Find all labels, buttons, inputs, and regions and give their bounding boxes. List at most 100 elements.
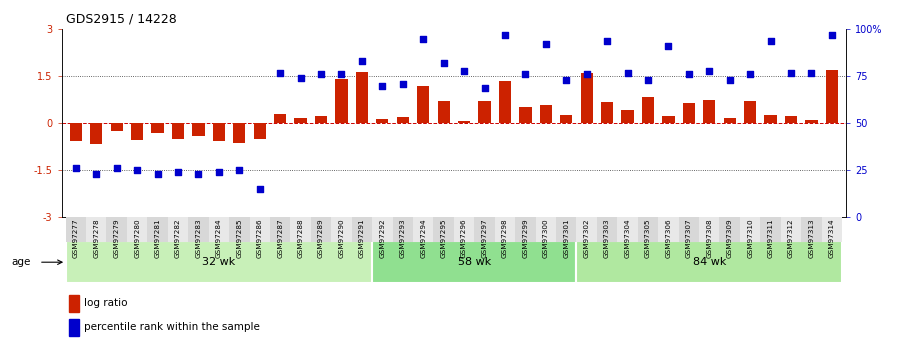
Point — [620, 70, 634, 75]
Bar — [86, 217, 107, 241]
Bar — [148, 217, 167, 241]
Bar — [658, 217, 679, 241]
Bar — [250, 217, 270, 241]
Text: GSM97295: GSM97295 — [441, 219, 447, 258]
Point — [212, 169, 226, 175]
Point — [662, 43, 676, 49]
Bar — [253, 123, 266, 139]
Bar — [499, 81, 511, 123]
Bar — [642, 97, 654, 123]
Bar — [393, 217, 413, 241]
Bar — [270, 217, 291, 241]
Point — [191, 171, 205, 177]
Bar — [315, 117, 328, 123]
Text: GSM97280: GSM97280 — [134, 219, 140, 258]
Point — [436, 60, 451, 66]
Text: GSM97285: GSM97285 — [236, 219, 243, 258]
Bar — [131, 123, 143, 140]
Text: GSM97309: GSM97309 — [727, 219, 733, 258]
Bar — [576, 217, 597, 241]
Bar — [495, 217, 515, 241]
Point — [559, 77, 574, 83]
Bar — [336, 79, 348, 123]
Bar — [172, 123, 184, 139]
Bar — [601, 102, 614, 123]
Text: GSM97286: GSM97286 — [257, 219, 262, 258]
Bar — [437, 101, 450, 123]
Bar — [699, 217, 719, 241]
Point — [702, 68, 717, 73]
Bar — [825, 70, 838, 123]
Text: GDS2915 / 14228: GDS2915 / 14228 — [66, 13, 176, 26]
Bar — [539, 105, 552, 123]
Text: GSM97288: GSM97288 — [298, 219, 303, 258]
Text: GSM97305: GSM97305 — [645, 219, 651, 258]
Bar — [167, 217, 188, 241]
Point — [130, 168, 145, 173]
Bar — [372, 217, 393, 241]
Bar — [310, 217, 331, 241]
Bar — [576, 241, 842, 283]
Point — [150, 171, 165, 177]
Bar — [479, 101, 491, 123]
Point — [681, 72, 696, 77]
Bar — [454, 217, 474, 241]
Text: GSM97310: GSM97310 — [748, 219, 753, 258]
Bar — [356, 72, 368, 123]
Bar — [519, 107, 531, 123]
Bar — [70, 123, 82, 140]
Point — [355, 59, 369, 64]
Bar — [70, 295, 79, 312]
Text: GSM97307: GSM97307 — [686, 219, 691, 258]
Text: GSM97293: GSM97293 — [400, 219, 405, 258]
Bar — [515, 217, 536, 241]
Text: GSM97304: GSM97304 — [624, 219, 631, 258]
Text: GSM97313: GSM97313 — [808, 219, 814, 258]
Text: GSM97300: GSM97300 — [543, 219, 548, 258]
Point — [375, 83, 389, 88]
Bar — [556, 217, 576, 241]
Text: GSM97306: GSM97306 — [665, 219, 672, 258]
Point — [334, 72, 348, 77]
Bar — [536, 217, 556, 241]
Text: 84 wk: 84 wk — [692, 257, 726, 267]
Bar — [662, 117, 674, 123]
Text: GSM97314: GSM97314 — [829, 219, 835, 258]
Text: GSM97299: GSM97299 — [522, 219, 529, 258]
Text: GSM97312: GSM97312 — [788, 219, 794, 258]
Bar — [765, 115, 776, 123]
Bar — [417, 86, 429, 123]
Bar — [151, 123, 164, 134]
Point — [171, 169, 186, 175]
Point — [641, 77, 655, 83]
Bar — [597, 217, 617, 241]
Point — [763, 38, 777, 43]
Text: GSM97281: GSM97281 — [155, 219, 160, 258]
Point — [69, 166, 83, 171]
Bar — [209, 217, 229, 241]
Point — [293, 76, 308, 81]
Point — [416, 36, 431, 41]
Bar — [229, 217, 250, 241]
Point — [252, 186, 267, 192]
Bar — [127, 217, 148, 241]
Point — [600, 38, 614, 43]
Text: GSM97290: GSM97290 — [338, 219, 345, 258]
Bar — [622, 110, 633, 123]
Point — [498, 32, 512, 38]
Bar — [107, 217, 127, 241]
Point — [824, 32, 839, 38]
Bar — [372, 241, 576, 283]
Bar — [294, 118, 307, 123]
Bar — [66, 217, 86, 241]
Point — [538, 42, 553, 47]
Bar — [617, 217, 638, 241]
Text: percentile rank within the sample: percentile rank within the sample — [83, 323, 260, 333]
Text: GSM97291: GSM97291 — [359, 219, 365, 258]
Bar — [719, 217, 740, 241]
Bar — [458, 121, 471, 123]
Point — [519, 72, 533, 77]
Bar — [213, 123, 225, 140]
Text: GSM97283: GSM97283 — [195, 219, 202, 258]
Text: GSM97292: GSM97292 — [379, 219, 386, 258]
